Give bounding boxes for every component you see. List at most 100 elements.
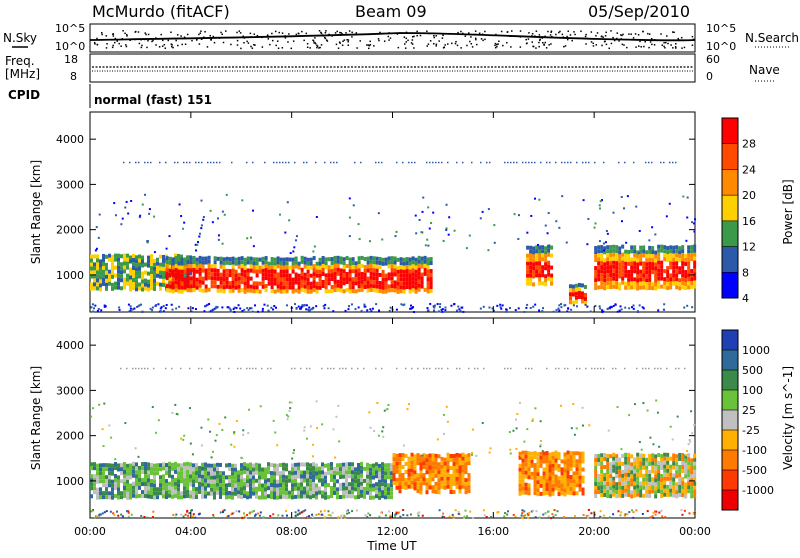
echo-cell: [630, 470, 634, 475]
noise-cell: [94, 517, 97, 520]
echo-cell: [93, 474, 96, 479]
echo-cell: [219, 280, 223, 285]
echo-cell: [398, 489, 402, 494]
echo-cell: [306, 486, 309, 491]
echo-cell: [345, 486, 348, 491]
echo-cell: [578, 483, 582, 488]
echo-cell: [618, 473, 622, 478]
nsky-dot: [254, 44, 256, 46]
echo-cell: [201, 486, 204, 491]
noise-cell: [556, 510, 559, 513]
echo-cell: [645, 485, 649, 490]
noise-cell: [573, 515, 576, 518]
range-band-dot: [660, 367, 662, 370]
echo-cell: [216, 462, 219, 467]
echo-cell: [99, 267, 102, 272]
echo-cell: [669, 281, 673, 286]
echo-cell: [186, 477, 189, 482]
noise-cell: [157, 303, 160, 306]
noise-cell: [212, 516, 215, 519]
echo-cell: [405, 261, 409, 266]
echo-cell: [666, 472, 670, 477]
nsky-dot: [184, 43, 187, 46]
noise-cell: [141, 311, 144, 314]
echo-cell: [426, 257, 430, 262]
echo-cell: [315, 265, 319, 270]
nsky-dot: [675, 42, 677, 45]
echo-cell: [360, 271, 364, 276]
echo-cell: [336, 471, 339, 476]
noise-cell: [215, 305, 218, 308]
noise-cell: [222, 511, 225, 514]
echo-cell: [351, 494, 354, 499]
echo-cell: [120, 471, 123, 476]
echo-cell: [153, 278, 156, 283]
noise-cell: [241, 516, 244, 519]
echo-cell: [675, 482, 679, 487]
scatter-cell: [530, 214, 533, 217]
echo-cell: [312, 462, 315, 467]
echo-cell: [455, 460, 459, 465]
echo-cell: [405, 285, 409, 290]
nsky-label: N.Sky: [3, 31, 37, 45]
nsky-dot: [101, 33, 103, 36]
echo-cell: [249, 284, 253, 289]
echo-cell: [294, 486, 297, 491]
echo-cell: [192, 275, 196, 280]
echo-cell: [633, 461, 637, 466]
echo-cell: [144, 494, 147, 499]
echo-cell: [551, 491, 555, 496]
echo-cell: [357, 462, 360, 467]
echo-cell: [666, 484, 670, 489]
echo-cell: [600, 457, 604, 462]
echo-cell: [240, 495, 243, 500]
echo-cell: [132, 473, 135, 478]
noise-cell: [380, 511, 383, 514]
echo-cell: [372, 463, 375, 468]
echo-cell: [402, 277, 406, 282]
echo-cell: [612, 272, 616, 277]
nsky-dot: [175, 39, 177, 42]
echo-cell: [168, 489, 171, 494]
echo-cell: [687, 453, 691, 458]
echo-cell: [381, 474, 384, 479]
echo-cell: [542, 483, 546, 488]
echo-cell: [261, 264, 265, 269]
echo-cell: [597, 285, 601, 290]
nsky-dot: [271, 32, 273, 35]
echo-cell: [446, 464, 450, 469]
echo-cell: [342, 466, 345, 471]
echo-cell: [330, 257, 334, 262]
nsky-dot: [221, 33, 224, 36]
echo-cell: [419, 486, 423, 491]
echo-cell: [96, 278, 99, 283]
echo-cell: [321, 494, 324, 499]
echo-cell: [639, 281, 643, 286]
echo-cell: [357, 264, 361, 269]
nsky-dot: [642, 30, 644, 33]
echo-cell: [234, 479, 237, 484]
echo-cell: [642, 253, 646, 258]
nsky-dot: [314, 37, 316, 39]
echo-cell: [648, 265, 652, 270]
echo-cell: [207, 255, 211, 260]
nsky-dot: [342, 40, 344, 43]
echo-cell: [93, 278, 96, 283]
echo-cell: [99, 259, 102, 264]
echo-cell: [300, 494, 303, 499]
echo-cell: [198, 279, 202, 284]
echo-cell: [594, 282, 598, 287]
echo-cell: [318, 257, 322, 262]
noise-cell: [389, 514, 392, 517]
echo-cell: [159, 266, 162, 271]
echo-cell: [461, 484, 465, 489]
echo-cell: [369, 495, 372, 500]
echo-cell: [639, 453, 643, 458]
echo-cell: [548, 484, 552, 489]
echo-cell: [123, 465, 126, 470]
scatter-cell: [124, 422, 127, 425]
echo-cell: [297, 470, 300, 475]
echo-cell: [408, 269, 412, 274]
echo-cell: [606, 281, 610, 286]
echo-cell: [419, 470, 423, 475]
